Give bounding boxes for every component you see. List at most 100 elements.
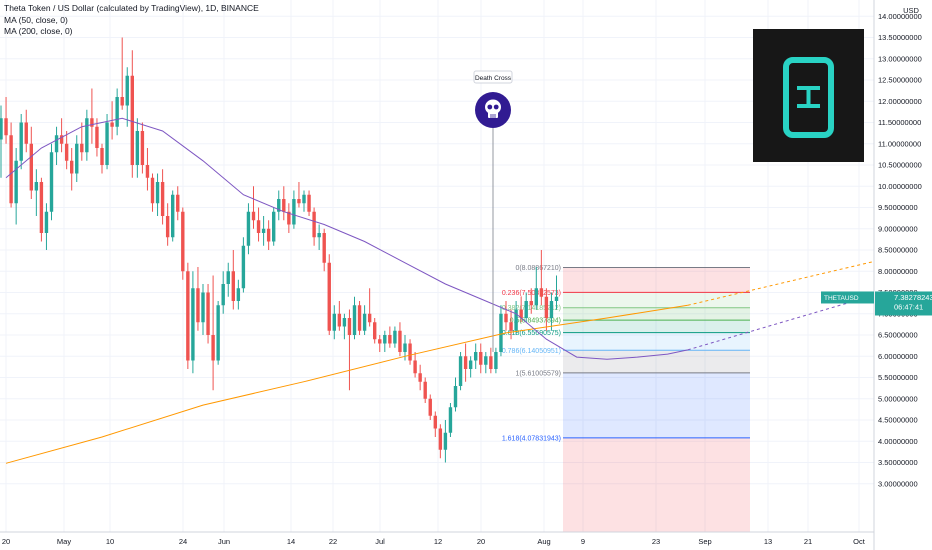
time-tick-label: 10	[106, 537, 114, 546]
candle-body	[186, 271, 190, 361]
price-tick-label: 14.00000000	[878, 12, 922, 21]
candle-body	[362, 313, 367, 331]
candle-body	[277, 199, 281, 212]
time-axis[interactable]: 20 May 10 24 Jun 14 22 Jul 12 20 Aug 9 23 Sep 13 21 Oct	[2, 537, 866, 546]
price-tick-label: 12.50000000	[878, 76, 922, 85]
candle-body	[398, 330, 402, 352]
candle-body	[196, 288, 200, 323]
candle-body	[80, 143, 84, 153]
candle-body	[206, 292, 210, 335]
candle-body	[357, 305, 362, 331]
price-tick-label: 9.00000000	[878, 224, 918, 233]
candle-body	[494, 352, 498, 369]
candle-body	[393, 330, 397, 344]
time-tick-label: 24	[179, 537, 187, 546]
candle-body	[529, 301, 533, 306]
death-cross-label-box	[473, 70, 513, 84]
candle-body	[0, 118, 3, 140]
ma200-legend[interactable]: MA (200, close, 0)	[4, 26, 73, 36]
fib-zone	[563, 350, 750, 373]
candle-body	[383, 335, 387, 344]
fib-level-label: 1.618(4.07831943)	[502, 435, 561, 442]
ma200-projection-line	[687, 261, 873, 306]
theta-logo	[753, 29, 864, 162]
candle-body	[317, 233, 321, 238]
candle-body	[171, 194, 175, 238]
candle-body	[24, 122, 28, 144]
candle-body	[115, 97, 119, 127]
candlestick-series	[0, 37, 559, 463]
time-tick-label: 12	[434, 537, 442, 546]
candle-body	[332, 313, 336, 331]
price-tick-label: 5.50000000	[878, 373, 918, 382]
candle-body	[34, 182, 39, 191]
candle-body	[534, 288, 538, 306]
candle-body	[408, 343, 412, 361]
candle-body	[453, 386, 458, 408]
candle-body	[231, 271, 235, 301]
fib-level-label: 0.5(6.84937894)	[510, 318, 561, 325]
time-tick-label: 21	[804, 537, 812, 546]
candle-body	[413, 360, 417, 374]
price-axis[interactable]: 3.00000000 3.50000000 4.00000000 4.50000000…	[878, 0, 922, 489]
candle-body	[9, 135, 13, 204]
fib-zone	[563, 320, 750, 333]
time-tick-label: Aug	[537, 537, 550, 546]
time-tick-label: Sep	[698, 537, 711, 546]
candle-body	[64, 143, 69, 161]
ma50-legend[interactable]: MA (50, close, 0)	[4, 15, 68, 25]
time-tick-label: 14	[287, 537, 295, 546]
time-tick-label: Jul	[375, 537, 385, 546]
price-tick-label: 11.00000000	[878, 139, 921, 148]
candle-body	[282, 199, 286, 212]
fib-level-label: 1(5.61005579)	[515, 370, 561, 377]
price-tick-label: 10.00000000	[878, 182, 922, 191]
candle-body	[347, 318, 352, 335]
candle-body	[403, 343, 407, 352]
candle-body	[150, 177, 155, 204]
candle-body	[272, 211, 276, 242]
candle-body	[100, 148, 104, 165]
candle-body	[539, 288, 544, 297]
ma200-line	[5, 304, 688, 464]
candle-body	[297, 199, 301, 204]
candle-body	[160, 182, 165, 216]
time-tick-label: Oct	[853, 537, 866, 546]
candle-body	[489, 356, 493, 369]
candle-body	[423, 381, 427, 399]
fib-zone	[563, 332, 750, 351]
candle-body	[251, 211, 256, 221]
time-tick-label: 23	[652, 537, 660, 546]
candle-body	[135, 131, 140, 165]
symbol-label: THETAUSD	[824, 295, 859, 302]
candle-body	[373, 322, 377, 340]
candle-body	[59, 135, 64, 144]
candle-body	[39, 182, 44, 233]
candle-body	[378, 339, 382, 344]
price-tick-label: 3.50000000	[878, 458, 918, 467]
ma50-projection-line	[687, 295, 873, 351]
price-tick-label: 10.50000000	[878, 161, 922, 170]
candle-body	[19, 122, 23, 161]
fib-level-label: 0(8.08867210)	[515, 265, 561, 272]
last-price-tag: THETAUSD 7.38278243 06:47:41	[821, 291, 932, 316]
time-tick-label: 20	[2, 537, 10, 546]
currency-label: USD	[903, 6, 919, 15]
candle-body	[241, 245, 246, 289]
fibonacci-retracement[interactable]: 0(8.08867210)0.236(7.50372573)0.382(7.14…	[502, 265, 750, 532]
candle-body	[29, 143, 33, 191]
candle-body	[514, 309, 518, 331]
candle-body	[176, 194, 180, 212]
candle-body	[438, 428, 443, 450]
time-tick-label: 9	[581, 537, 585, 546]
price-tick-label: 13.50000000	[878, 33, 922, 42]
candle-body	[468, 360, 473, 369]
price-tick-label: 4.00000000	[878, 437, 918, 446]
candle-body	[448, 407, 453, 433]
candle-body	[337, 313, 342, 327]
time-tick-label: Jun	[218, 537, 230, 546]
price-tick-label: 8.50000000	[878, 246, 918, 255]
skull-icon[interactable]	[475, 92, 511, 128]
candle-body	[327, 262, 331, 331]
